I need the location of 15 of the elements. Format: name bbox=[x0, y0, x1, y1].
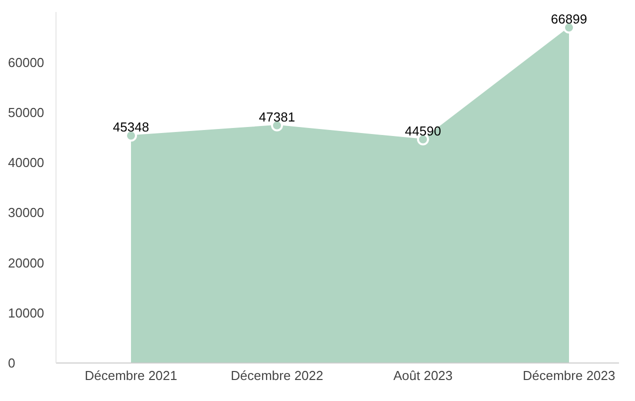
data-label: 66899 bbox=[550, 12, 588, 27]
y-tick-label: 60000 bbox=[8, 54, 44, 70]
x-tick-label: Décembre 2021 bbox=[84, 368, 178, 384]
y-tick-label: 40000 bbox=[8, 155, 44, 170]
y-tick-label: 10000 bbox=[8, 305, 44, 320]
y-tick-label: 50000 bbox=[8, 104, 44, 120]
x-tick-label: Décembre 2022 bbox=[230, 368, 324, 384]
x-tick-label: Août 2023 bbox=[393, 368, 453, 384]
data-label: 44590 bbox=[404, 123, 442, 138]
y-tick-label: 30000 bbox=[8, 205, 44, 220]
data-label: 45348 bbox=[112, 120, 150, 135]
x-tick-label: Décembre 2023 bbox=[522, 368, 616, 384]
y-tick-label: 20000 bbox=[8, 255, 44, 270]
y-tick-label: 0 bbox=[8, 356, 16, 371]
data-label: 47381 bbox=[258, 109, 296, 124]
